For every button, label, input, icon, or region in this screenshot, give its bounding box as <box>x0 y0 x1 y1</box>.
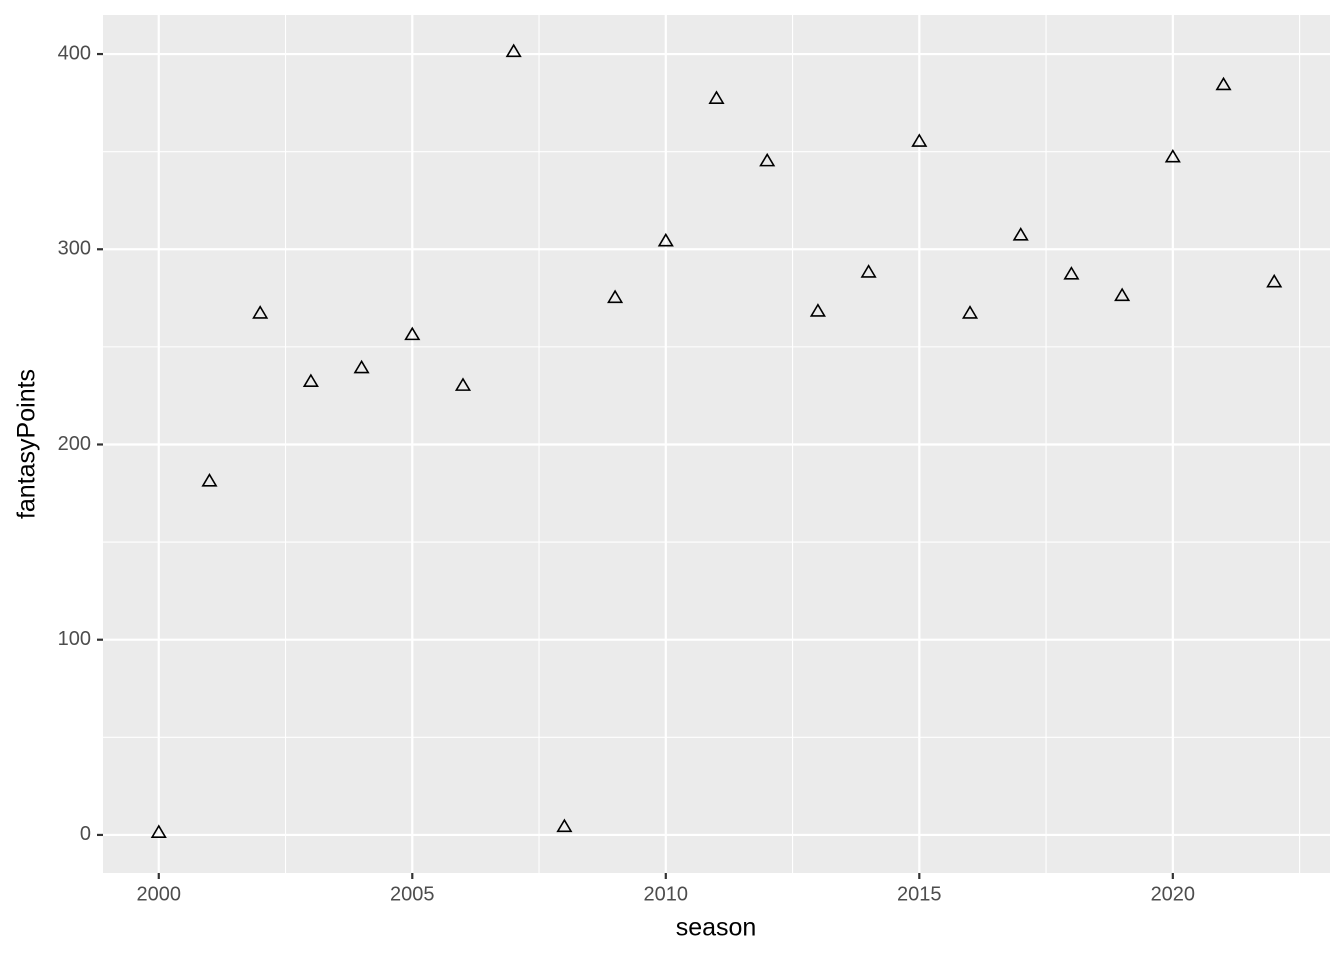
x-axis-title: season <box>676 914 757 942</box>
point <box>1012 227 1029 241</box>
x-tick-label: 2020 <box>1151 883 1196 905</box>
point <box>657 232 674 247</box>
y-axis-title: fantasyPoints <box>13 369 41 519</box>
point <box>708 90 725 104</box>
point <box>961 305 979 319</box>
point <box>556 818 573 833</box>
x-tick-label: 2000 <box>137 883 182 905</box>
point <box>1266 273 1283 288</box>
point <box>1215 76 1232 91</box>
x-tick-label: 2015 <box>897 883 942 905</box>
point <box>911 133 928 147</box>
y-tick-label: 0 <box>80 823 91 845</box>
point <box>759 152 776 167</box>
point <box>150 824 167 838</box>
point <box>353 359 370 374</box>
y-tick-label: 300 <box>58 238 91 260</box>
point <box>252 305 269 319</box>
y-tick-label: 100 <box>58 628 91 650</box>
point <box>201 473 218 487</box>
point <box>1164 148 1181 163</box>
x-tick-label: 2005 <box>390 883 435 905</box>
point <box>860 264 877 278</box>
point <box>505 43 522 58</box>
point <box>1114 287 1131 302</box>
point <box>809 303 826 317</box>
point <box>302 373 319 388</box>
point <box>607 289 624 304</box>
y-tick-label: 400 <box>58 42 91 64</box>
point <box>1063 266 1080 280</box>
y-tick-label: 200 <box>58 433 91 455</box>
point <box>454 377 472 391</box>
point <box>404 326 421 341</box>
x-tick-label: 2010 <box>644 883 689 905</box>
